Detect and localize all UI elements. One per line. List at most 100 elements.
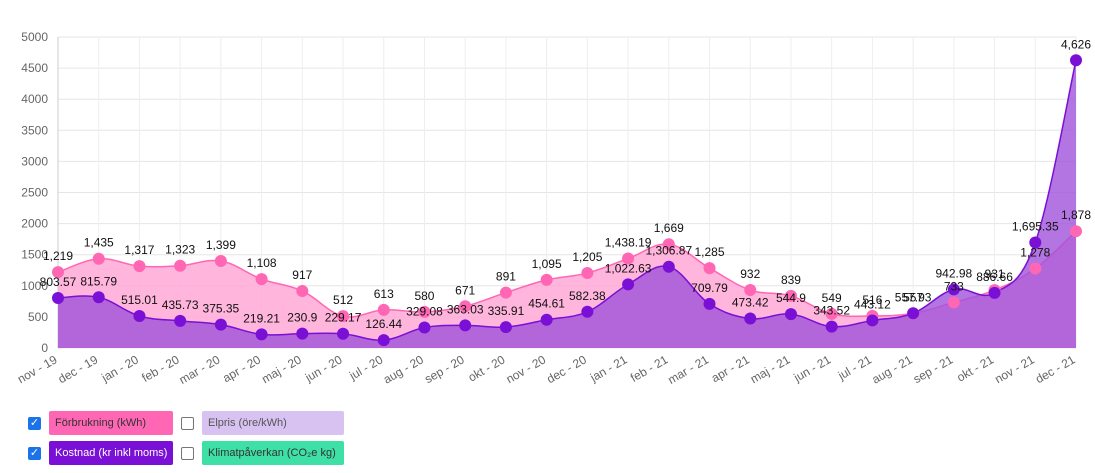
series-1-data-label: 803.57 (40, 275, 77, 289)
series-0-point (662, 238, 675, 251)
series-1-data-label: 815.79 (80, 274, 117, 288)
series-1-data-label: 454.61 (528, 297, 565, 311)
series-0-point (133, 260, 146, 273)
series-1-point (377, 334, 390, 347)
series-1-data-label: 375.35 (203, 302, 240, 316)
series-0-data-label: 733 (944, 279, 964, 293)
series-0-data-label: 580 (414, 289, 434, 303)
elpris-label: Elpris (öre/kWh) (202, 411, 344, 435)
series-1-point (744, 312, 757, 325)
series-area-1 (58, 60, 1076, 349)
x-tick-label: jul - 20 (346, 352, 385, 383)
series-1-point (907, 307, 920, 320)
x-tick-label: maj - 21 (748, 352, 793, 386)
series-0-data-label: 613 (374, 287, 394, 301)
series-0-point (825, 307, 838, 320)
series-0-point (52, 266, 64, 279)
series-1-data-label: 335.91 (488, 304, 525, 318)
series-0-data-label: 917 (292, 268, 312, 282)
series-0-data-label: 516 (862, 293, 882, 307)
kostnad-checkbox[interactable]: ✓ (28, 446, 41, 460)
legend-item-forbrukning[interactable]: ✓ Förbrukning (kWh) (28, 411, 173, 435)
series-1-point (1070, 54, 1082, 67)
series-1-data-label: 230.9 (287, 311, 317, 325)
series-1-data-label: 219.21 (243, 311, 280, 325)
legend-item-elpris[interactable]: Elpris (öre/kWh) (181, 411, 344, 435)
x-tick-label: dec - 21 (1033, 352, 1078, 386)
series-0-data-label: 1,317 (124, 243, 154, 257)
data-labels: 1,219 1,435 1,317 1,323 1,399 1,108 917 512 613 5… (40, 37, 1092, 331)
series-1-point (825, 320, 838, 333)
series-0-data-label: 1,278 (1020, 246, 1050, 260)
series-1-data-label: 886.66 (976, 270, 1013, 284)
series-1-data-label: 557.93 (895, 290, 932, 304)
y-tick-label: 0 (41, 341, 48, 355)
series-1-data-label: 582.38 (569, 289, 606, 303)
series-area-0 (58, 231, 1076, 348)
series-1-point (459, 319, 472, 332)
x-tick-label: sep - 20 (422, 352, 467, 386)
legend-item-klimat[interactable]: Klimatpåverkan (CO₂e kg) (181, 441, 344, 465)
series-1-point (499, 321, 512, 334)
series-1-data-label: 126.44 (365, 317, 402, 331)
series-1-point (622, 278, 635, 291)
x-tick-label: mar - 21 (665, 352, 711, 387)
series-0-point (1070, 225, 1082, 238)
x-tick-label: jun - 21 (791, 352, 834, 385)
y-tick-label: 1000 (21, 279, 48, 293)
series-1-point (255, 328, 268, 341)
x-tick-label: apr - 20 (220, 352, 263, 385)
series-0-data-label: 932 (740, 267, 760, 281)
series-0-point (947, 296, 960, 309)
series-1-point (52, 292, 64, 305)
series-0-data-label: 1,095 (532, 257, 562, 271)
x-tick-label: aug - 20 (381, 352, 426, 386)
series-0-data-label: 1,438.19 (605, 236, 652, 250)
y-tick-label: 5000 (21, 30, 48, 44)
series-1-point (133, 309, 146, 322)
y-tick-label: 2000 (21, 217, 48, 231)
series-1-point (92, 291, 105, 304)
series-0-point (418, 305, 431, 318)
series-0-point (459, 300, 472, 313)
legend-item-kostnad[interactable]: ✓ Kostnad (kr inkl moms) (28, 441, 173, 465)
x-tick-label: nov - 20 (504, 352, 549, 386)
x-tick-label: feb - 21 (628, 352, 671, 385)
klimat-checkbox[interactable] (181, 446, 194, 460)
x-tick-label: apr - 21 (709, 352, 752, 385)
forbrukning-label: Förbrukning (kWh) (49, 411, 173, 435)
series-0-point (92, 252, 105, 265)
series-0-data-label: 1,285 (695, 245, 725, 259)
series-0-point (255, 273, 268, 286)
series-0-data-label: 931 (985, 267, 1005, 281)
series-1-data-label: 544.9 (776, 291, 806, 305)
series-0-data-label: 1,435 (84, 236, 114, 250)
series-0-point (703, 262, 716, 275)
series-1-data-label: 1,022.63 (605, 261, 652, 275)
series-1-point (703, 297, 716, 310)
x-tick-label: dec - 19 (56, 352, 101, 386)
series-1-data-label: 229.17 (325, 311, 362, 325)
x-tick-label: mar - 20 (177, 352, 223, 387)
x-tick-label: dec - 20 (544, 352, 589, 386)
series-1-point (581, 305, 594, 318)
y-tick-label: 4500 (21, 61, 48, 75)
series-1-point (784, 308, 797, 321)
series-1-point (174, 314, 187, 327)
series-0-data-label: 671 (455, 283, 475, 297)
series-0-point (744, 284, 757, 297)
series-0-point (377, 303, 390, 316)
x-tick-label: okt - 21 (954, 352, 996, 384)
series-0-data-label: 1,323 (165, 243, 195, 257)
forbrukning-checkbox[interactable]: ✓ (28, 416, 41, 430)
x-tick-label: feb - 20 (139, 352, 182, 385)
series-1-data-label: 473.42 (732, 296, 769, 310)
x-tick-label: jul - 21 (835, 352, 874, 383)
series-0-data-label: 1,205 (572, 250, 602, 264)
y-tick-label: 500 (28, 310, 48, 324)
y-tick-label: 3500 (21, 123, 48, 137)
elpris-checkbox[interactable] (181, 416, 194, 430)
series-points (52, 54, 1082, 347)
series-0-point (581, 267, 594, 280)
